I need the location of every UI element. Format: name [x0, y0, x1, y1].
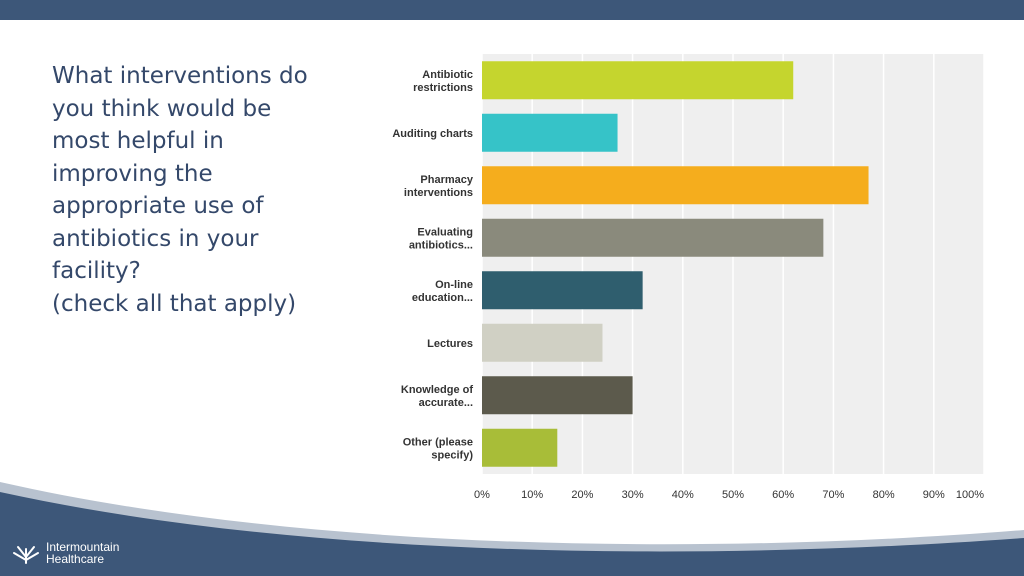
category-label: restrictions — [413, 82, 473, 94]
category-label: Evaluating — [417, 226, 473, 238]
x-tick-label: 10% — [521, 489, 543, 501]
question-line: antibiotics in your — [52, 225, 259, 252]
intermountain-logo: Intermountain Healthcare — [12, 538, 172, 568]
bar — [482, 218, 824, 257]
bar — [482, 323, 603, 362]
bar — [482, 61, 794, 100]
bar — [482, 271, 643, 310]
category-label: accurate... — [419, 397, 473, 409]
question-line: (check all that apply) — [52, 290, 297, 317]
x-tick-label: 100% — [956, 489, 984, 501]
footer-wave — [0, 482, 1024, 576]
x-tick-label: 70% — [822, 489, 844, 501]
category-label: Pharmacy — [420, 174, 473, 186]
category-label: Auditing charts — [392, 128, 473, 140]
x-tick-label: 20% — [571, 489, 593, 501]
question-line: you think would be — [52, 95, 272, 122]
question-line: What interventions do — [52, 63, 308, 89]
category-label: Antibiotic — [422, 69, 473, 81]
question-text: What interventions do you think would be… — [52, 60, 352, 320]
category-label: antibiotics... — [409, 239, 473, 251]
category-label: interventions — [404, 187, 473, 199]
logo-text-line1: Intermountain — [46, 540, 120, 554]
x-tick-label: 60% — [772, 489, 794, 501]
category-label: education... — [412, 292, 473, 304]
x-tick-label: 0% — [474, 489, 490, 501]
question-line: improving the — [52, 160, 213, 187]
category-label: Other (please — [403, 436, 473, 448]
bar — [482, 428, 558, 467]
bar — [482, 166, 869, 205]
x-tick-label: 90% — [923, 489, 945, 501]
category-label: On-line — [435, 279, 473, 291]
question-line: facility? — [52, 258, 141, 284]
x-tick-label: 30% — [622, 489, 644, 501]
question-line: appropriate use of — [52, 193, 264, 219]
bar-chart: 0% 10% 20% 30% 40% 50% 60% 70% 80% 90% 100% Antibio… — [392, 54, 985, 501]
bar — [482, 376, 633, 415]
question-line: most helpful in — [52, 128, 224, 154]
bar — [482, 113, 618, 152]
category-label: Knowledge of — [401, 384, 473, 396]
x-tick-label: 80% — [873, 489, 895, 501]
logo-mark-icon — [13, 546, 39, 564]
logo-text-line2: Healthcare — [46, 552, 105, 566]
chart-panel: 0% 10% 20% 30% 40% 50% 60% 70% 80% 90% 100% Antibio… — [372, 48, 986, 530]
header-bar — [0, 0, 1024, 20]
x-tick-label: 50% — [722, 489, 744, 501]
category-label: specify) — [431, 449, 473, 461]
x-tick-label: 40% — [672, 489, 694, 501]
category-label: Lectures — [427, 338, 473, 350]
